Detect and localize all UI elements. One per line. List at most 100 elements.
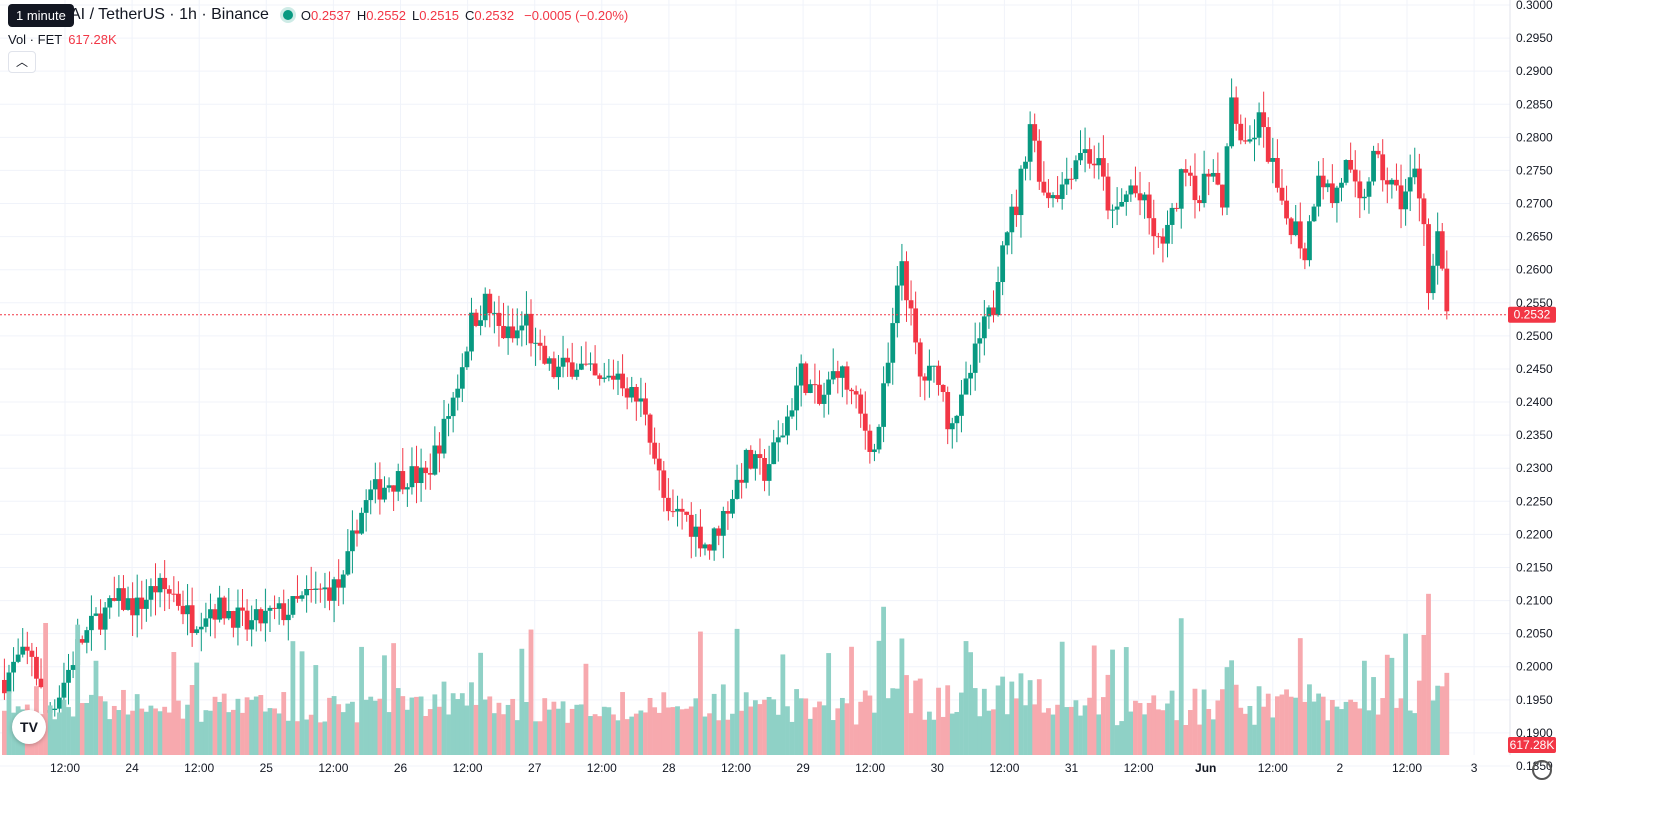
volume-bar <box>560 701 566 755</box>
y-tick-label: 0.2300 <box>1516 461 1553 475</box>
candle-body <box>491 312 497 314</box>
volume-bar <box>208 710 213 755</box>
volume-bar <box>317 722 323 755</box>
volume-bar <box>198 721 204 755</box>
volume-bar <box>629 716 635 755</box>
candle-body <box>1265 127 1271 162</box>
volume-bar <box>991 709 996 755</box>
candle-body <box>1087 149 1093 164</box>
candle-body <box>894 285 900 324</box>
candle-body <box>1325 183 1331 188</box>
candle-body <box>469 312 474 352</box>
volume-bar <box>1302 701 1308 755</box>
candle-body <box>446 416 451 419</box>
candle-body <box>693 526 699 537</box>
candle-body <box>720 511 726 536</box>
candle-body <box>643 398 648 415</box>
candle-body <box>501 325 506 339</box>
volume-bar <box>226 712 232 755</box>
candle-body <box>249 620 255 630</box>
volume-bar <box>1032 704 1038 755</box>
collapse-legend-button[interactable]: ︿ <box>8 51 36 73</box>
candle-body <box>230 611 236 628</box>
change-value: −0.0005 (−0.20%) <box>524 7 629 23</box>
volume-bar <box>1297 638 1303 755</box>
candle-body <box>317 588 323 590</box>
volume-bar <box>775 714 781 755</box>
candle-body <box>1412 168 1418 178</box>
y-tick-label: 0.2200 <box>1516 527 1553 541</box>
volume-bar <box>143 711 149 755</box>
volume-bar <box>377 698 383 755</box>
volume-bar <box>331 696 337 755</box>
candle-body <box>1187 172 1193 176</box>
volume-bar <box>185 704 190 755</box>
volume-bar <box>1329 699 1335 755</box>
volume-bar <box>839 697 845 755</box>
volume-bar <box>180 718 186 755</box>
volume-bar <box>363 699 369 755</box>
candle-body <box>1256 112 1262 138</box>
candle-body <box>1151 218 1157 237</box>
candle-body <box>665 497 671 512</box>
candle-body <box>881 383 886 427</box>
volume-bar <box>1311 701 1317 755</box>
candle-body <box>954 415 960 424</box>
candle-body <box>1444 268 1450 312</box>
candle-body <box>1252 137 1257 140</box>
volume-bar <box>61 699 67 755</box>
candle-body <box>391 485 397 492</box>
candle-body <box>839 366 845 378</box>
volume-bar <box>734 628 740 755</box>
candle-body <box>276 603 282 609</box>
y-tick-label: 0.2900 <box>1516 64 1553 78</box>
candle-body <box>107 598 113 608</box>
candle-body <box>908 300 914 309</box>
candle-body <box>1394 179 1399 186</box>
candle-body <box>1439 231 1445 269</box>
x-tick-label: 25 <box>260 761 274 775</box>
candle-body <box>148 586 154 600</box>
candle-body <box>1013 206 1019 216</box>
volume-bar <box>230 709 236 755</box>
volume-bar <box>707 713 712 755</box>
volume-bar <box>643 712 648 755</box>
volume-bar <box>1325 720 1331 755</box>
candle-body <box>1284 200 1289 219</box>
volume-bar <box>272 708 277 755</box>
volume-bar <box>1412 713 1418 755</box>
volume-bar <box>803 698 809 755</box>
settings-gear-icon[interactable] <box>1532 760 1552 780</box>
tradingview-logo-icon[interactable]: TV <box>12 710 46 744</box>
volume-bar <box>308 714 314 755</box>
volume-bar <box>720 684 726 755</box>
candle-body <box>537 342 543 346</box>
candle-body <box>382 487 387 500</box>
volume-bar <box>1155 709 1161 755</box>
candle-body <box>253 609 259 621</box>
candle-body <box>189 605 195 633</box>
volume-bar <box>130 710 136 755</box>
volume-bar <box>959 692 964 755</box>
y-tick-label: 0.2550 <box>1516 296 1553 310</box>
candle-body <box>1361 196 1367 199</box>
candle-body <box>1004 232 1010 246</box>
volume-bar <box>1380 698 1386 755</box>
candle-body <box>322 587 328 590</box>
candle-body <box>418 467 424 484</box>
candle-body <box>1288 218 1294 236</box>
volume-bar <box>551 701 557 755</box>
candle-body <box>93 613 99 616</box>
candle-body <box>1027 124 1033 162</box>
symbol-title[interactable]: AI / TetherUS · 1h · Binance <box>70 6 269 23</box>
candle-body <box>327 587 332 601</box>
volume-bar <box>423 716 429 755</box>
volume-bar <box>519 648 525 755</box>
candle-body <box>1183 169 1189 173</box>
candle-body <box>1078 152 1083 161</box>
y-tick-label: 0.2700 <box>1516 197 1553 211</box>
volume-bar <box>171 652 177 755</box>
candle-body <box>38 678 44 688</box>
candle-body <box>1160 236 1166 244</box>
